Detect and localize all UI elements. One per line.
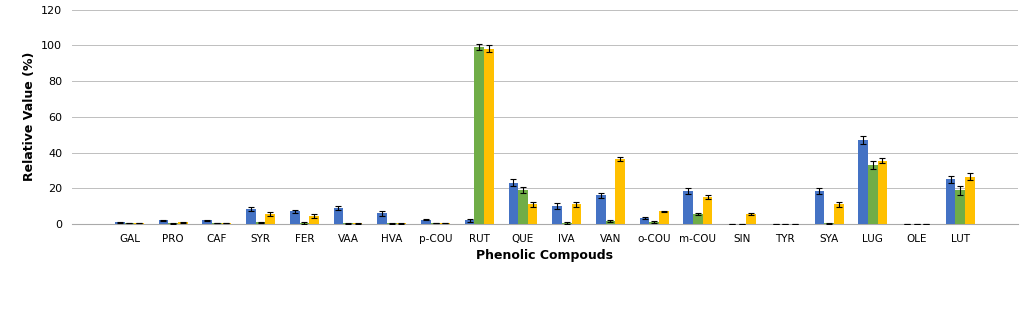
Bar xyxy=(824,223,834,224)
Bar xyxy=(596,196,605,224)
Bar xyxy=(290,212,299,224)
Y-axis label: Relative Value (%): Relative Value (%) xyxy=(23,52,36,181)
Bar xyxy=(431,223,440,224)
Bar xyxy=(115,222,124,224)
Bar xyxy=(639,218,650,224)
Bar xyxy=(527,204,538,224)
Bar xyxy=(955,190,965,224)
Bar xyxy=(475,47,484,224)
Bar xyxy=(387,223,397,224)
Bar xyxy=(343,223,353,224)
Bar xyxy=(965,177,975,224)
Bar xyxy=(421,220,431,224)
Bar xyxy=(222,223,231,224)
Bar xyxy=(509,183,518,224)
Bar xyxy=(684,191,693,224)
Bar xyxy=(834,204,844,224)
Bar xyxy=(309,216,319,224)
Bar xyxy=(572,204,581,224)
Bar xyxy=(265,214,276,224)
Bar xyxy=(858,140,868,224)
Bar xyxy=(135,223,144,224)
Bar xyxy=(746,214,756,224)
Bar xyxy=(203,220,212,224)
Bar xyxy=(353,223,363,224)
Bar xyxy=(878,161,887,224)
Bar xyxy=(552,206,562,224)
Bar xyxy=(158,220,169,224)
Bar xyxy=(178,222,187,224)
Bar xyxy=(946,179,955,224)
Bar xyxy=(377,213,387,224)
Bar xyxy=(615,159,625,224)
Bar xyxy=(256,222,265,224)
Bar xyxy=(814,191,824,224)
Bar xyxy=(246,209,256,224)
Bar xyxy=(650,222,659,224)
Bar xyxy=(703,197,712,224)
X-axis label: Phenolic Compouds: Phenolic Compouds xyxy=(476,249,614,262)
Bar xyxy=(605,221,615,224)
Bar xyxy=(440,223,450,224)
Bar xyxy=(659,212,668,224)
Bar xyxy=(299,223,309,224)
Bar xyxy=(397,223,406,224)
Bar xyxy=(868,165,878,224)
Bar xyxy=(465,220,475,224)
Bar xyxy=(693,214,703,224)
Bar xyxy=(518,190,527,224)
Bar xyxy=(334,208,343,224)
Bar xyxy=(212,223,222,224)
Bar xyxy=(484,49,493,224)
Bar xyxy=(124,223,135,224)
Bar xyxy=(562,223,572,224)
Bar xyxy=(169,223,178,224)
